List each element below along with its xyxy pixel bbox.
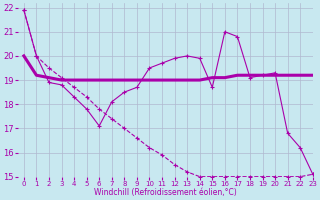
- X-axis label: Windchill (Refroidissement éolien,°C): Windchill (Refroidissement éolien,°C): [94, 188, 236, 197]
